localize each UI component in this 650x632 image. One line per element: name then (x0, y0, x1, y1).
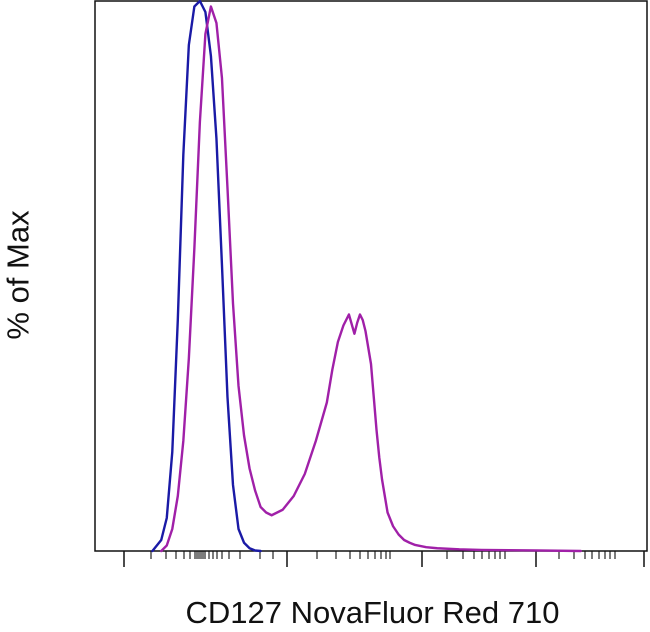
series-layer (151, 0, 582, 553)
x-axis-ticks (123, 551, 645, 567)
plot-frame (94, 0, 648, 552)
series-line-0 (151, 0, 262, 553)
x-axis-title: CD127 NovaFluor Red 710 (185, 595, 560, 630)
series-line-1 (160, 5, 582, 553)
y-axis-title: % of Max (0, 210, 36, 340)
